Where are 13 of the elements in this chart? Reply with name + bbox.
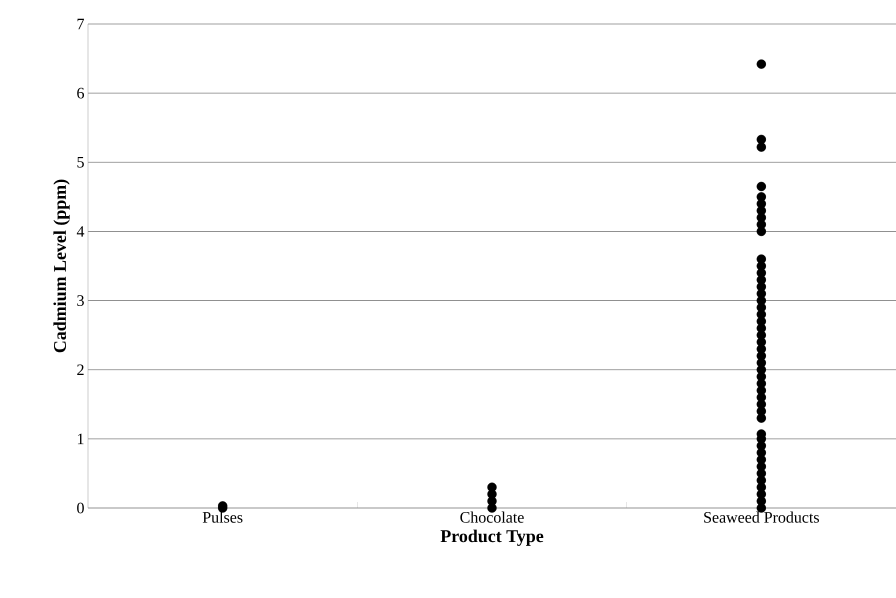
y-axis-title: Cadmium Level (ppm) [53,180,70,352]
y-tick-label: 3 [77,295,84,306]
y-tick-label: 0 [77,502,84,514]
y-tick-label: 4 [76,226,84,237]
y-tick-label: 2 [77,364,84,375]
x-axis-title: Product Type [440,530,544,546]
y-tick-label: 5 [77,156,84,168]
y-tick-label: 1 [78,434,84,444]
y-tick-label: 6 [77,88,84,98]
x-tick-label: Pulses [202,512,242,523]
x-tick-label: Seaweed Products [704,512,819,523]
y-tick-label: 7 [78,18,84,30]
x-tick-label: Chocolate [460,512,524,523]
